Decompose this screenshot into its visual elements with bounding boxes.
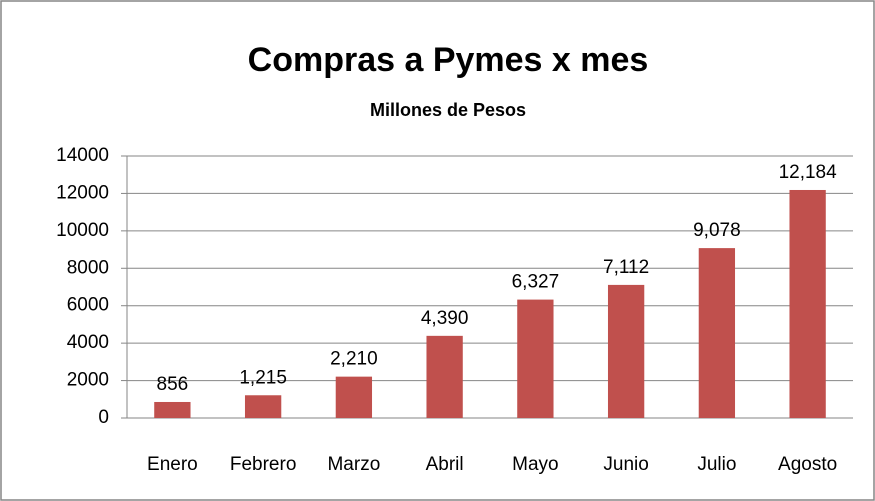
y-tick-label: 4000 [67,332,109,353]
x-tick-label: Junio [603,454,648,475]
data-label: 1,215 [239,367,287,388]
x-tick-label: Enero [147,454,198,475]
data-label: 12,184 [779,162,838,183]
x-tick-label: Marzo [327,454,380,475]
y-tick-label: 0 [98,407,109,428]
bar [698,248,736,418]
bar [607,284,645,418]
data-label: 2,210 [330,349,378,370]
x-tick-label: Abril [426,454,464,475]
chart-subtitle: Millones de Pesos [370,100,526,120]
data-label: 6,327 [512,272,560,293]
bar [426,335,463,418]
x-tick-label: Mayo [512,454,558,475]
bar [789,189,826,418]
data-label: 7,112 [603,257,649,278]
bar [517,299,554,418]
data-label: 4,390 [421,308,469,329]
data-label: 856 [157,374,189,395]
y-tick-label: 6000 [67,295,109,316]
bar [244,395,282,418]
bar [335,376,373,418]
x-tick-label: Febrero [230,454,297,475]
chart-title: Compras a Pymes x mes [248,41,649,79]
y-tick-label: 14000 [56,145,109,166]
data-label: 9,078 [693,220,741,241]
x-tick-label: Julio [697,454,736,475]
y-tick-label: 2000 [67,370,109,391]
x-tick-label: Agosto [778,454,837,475]
bar [154,401,191,418]
y-tick-label: 10000 [56,220,109,241]
y-tick-label: 8000 [67,257,109,278]
y-tick-label: 12000 [56,182,109,203]
